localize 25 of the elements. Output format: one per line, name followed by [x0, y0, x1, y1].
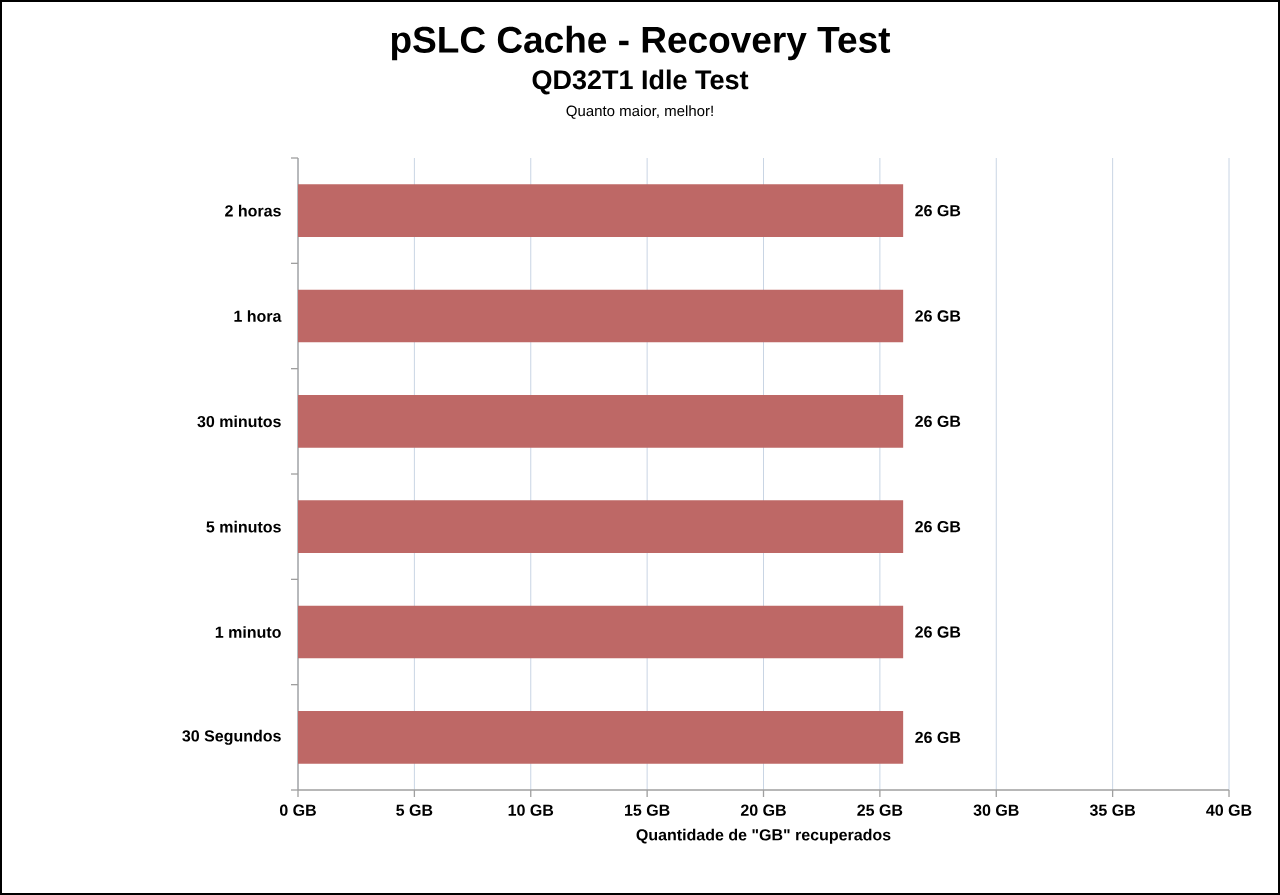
y-tick-label: 1 hora — [234, 310, 282, 322]
y-tick-label: 30 minutos — [197, 415, 281, 428]
data-label: 26 GB — [915, 205, 961, 217]
x-tick-label: 20 GB — [740, 804, 786, 816]
x-tick-label: 0 GB — [279, 804, 316, 816]
data-label: 26 GB — [915, 731, 961, 744]
y-tick-label: 2 horas — [225, 204, 281, 217]
data-label: 26 GB — [915, 310, 961, 322]
text: Quanto maior, melhor! — [566, 105, 713, 119]
data-label: 26 GB — [915, 521, 961, 533]
chart-title: pSLC Cache - Recovery Test — [391, 25, 891, 61]
x-tick-label: 40 GB — [1206, 804, 1252, 816]
x-tick-label: 5 GB — [396, 804, 433, 816]
data-label: 26 GB — [915, 415, 961, 427]
y-tick-label: 5 minutos — [206, 520, 281, 533]
y-tick-label: 30 Segundos — [182, 729, 281, 745]
y-tick-label: 1 minuto — [215, 626, 281, 638]
chart-subtitle: QD32T1 Idle Test — [532, 69, 749, 95]
x-tick-label: 25 GB — [857, 804, 903, 816]
x-tick-label: 30 GB — [973, 804, 1019, 816]
data-label: 26 GB — [915, 626, 961, 638]
x-tick-label: 10 GB — [508, 804, 554, 816]
x-tick-label: 35 GB — [1089, 804, 1136, 816]
x-axis-title: Quantidade de "GB" recuperados — [636, 828, 891, 844]
x-tick-label: 15 GB — [625, 804, 670, 816]
